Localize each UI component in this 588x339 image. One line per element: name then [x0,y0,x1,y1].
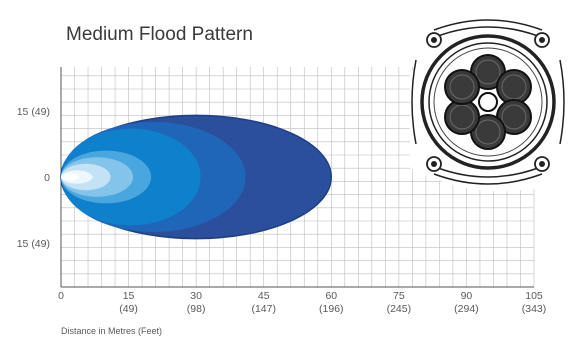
x-tick-label: 60 [325,290,337,302]
x-tick-label: 90 [461,290,473,302]
chart-title: Medium Flood Pattern [66,24,253,45]
x-tick-sublabel: (49) [119,303,138,315]
x-tick-sublabel: (343) [522,303,547,315]
x-tick-label: 45 [258,290,270,302]
beam-zone-8 [61,173,80,181]
y-tick-label: 15 (49) [17,238,50,250]
beam-zones [60,114,333,240]
x-tick-sublabel: (245) [387,303,412,315]
x-tick-label: 30 [190,290,202,302]
x-tick-label: 15 [123,290,135,302]
x-tick-sublabel: (98) [187,303,206,315]
x-tick-label: 75 [393,290,405,302]
x-tick-label: 0 [58,290,64,302]
y-tick-labels: 15 (49) 0 15 (49) [17,106,50,250]
led-light-illustration-icon [410,19,565,192]
x-tick-sublabel: (294) [454,303,479,315]
x-axis-label: Distance in Metres (Feet) [61,326,162,336]
y-tick-label: 0 [44,172,50,184]
y-tick-label: 15 (49) [17,106,50,118]
x-tick-labels: 0 15(49) 30(98) 45(147) 60(196) 75(245) 90(294… [58,290,546,315]
x-tick-sublabel: (147) [251,303,276,315]
x-tick-sublabel: (196) [319,303,344,315]
x-tick-label: 105 [525,290,543,302]
